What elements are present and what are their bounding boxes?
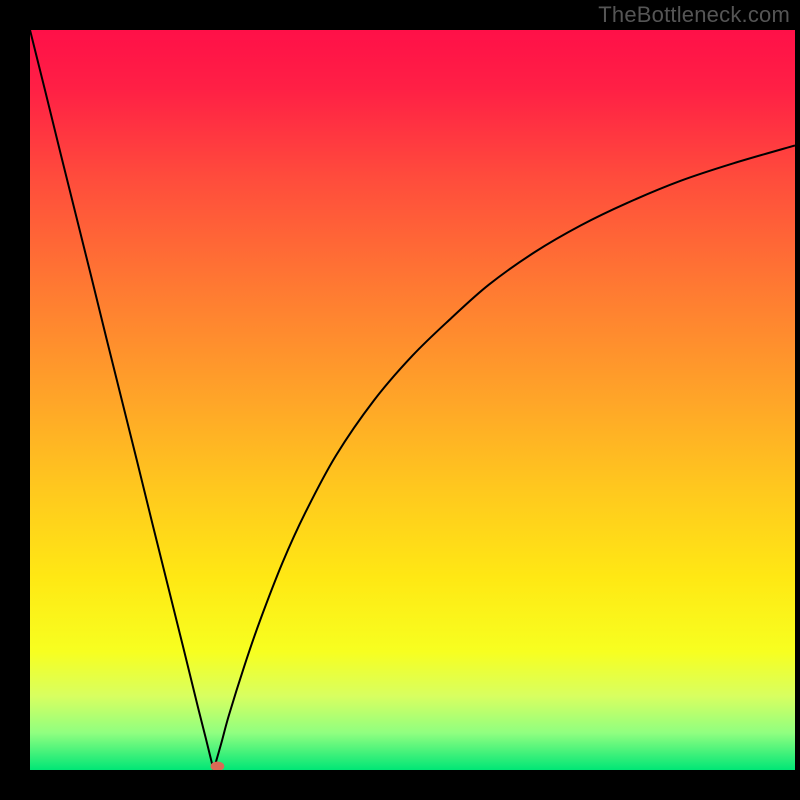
chart-container: TheBottleneck.com bbox=[0, 0, 800, 800]
bottleneck-chart bbox=[0, 0, 800, 800]
minimum-marker bbox=[211, 761, 225, 771]
plot-background-gradient bbox=[30, 30, 795, 770]
watermark-text: TheBottleneck.com bbox=[598, 2, 790, 28]
